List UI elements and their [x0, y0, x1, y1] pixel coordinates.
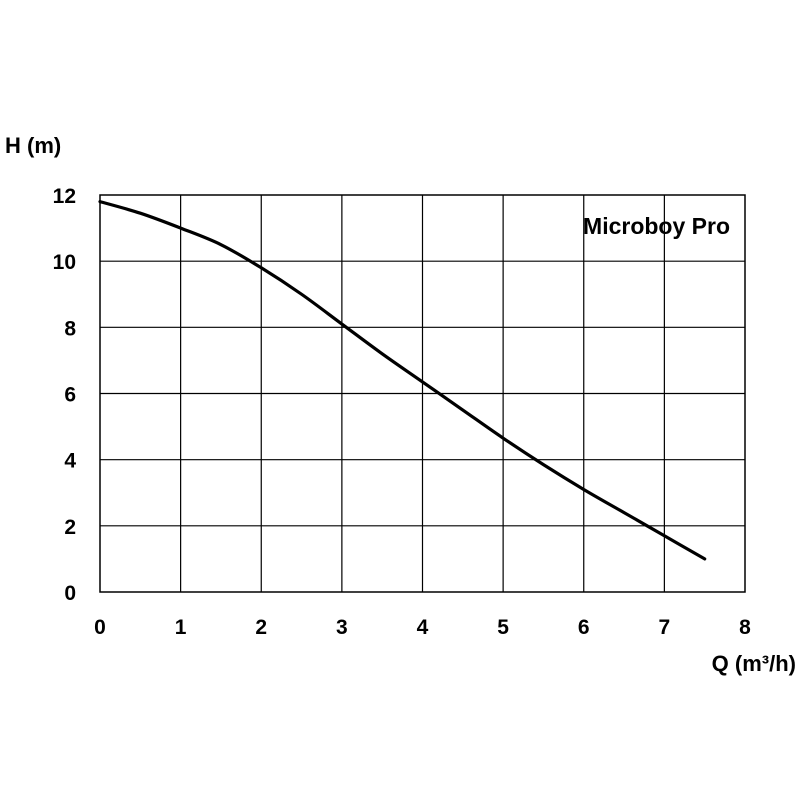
x-tick-label-7: 7 [659, 616, 671, 639]
series-annotation: Microboy Pro [583, 213, 730, 239]
x-tick-label-3: 3 [336, 616, 348, 639]
y-tick-label-4: 4 [64, 450, 76, 473]
plot-frame [99, 194, 746, 593]
series-line-0 [98, 200, 707, 561]
y-tick-label-10: 10 [53, 251, 76, 274]
x-tick-labels: 0 1 2 3 4 5 6 7 8 [94, 616, 751, 639]
x-axis-title: Q (m³/h) [712, 651, 796, 676]
x-tick-label-8: 8 [739, 616, 751, 639]
grid [100, 195, 745, 592]
x-tick-label-5: 5 [497, 616, 509, 639]
plot-border [99, 194, 746, 593]
y-axis-title: H (m) [5, 133, 61, 158]
x-tick-label-6: 6 [578, 616, 590, 639]
x-tick-label-2: 2 [255, 616, 267, 639]
x-tick-label-0: 0 [94, 616, 106, 639]
y-tick-labels: 0 2 4 6 8 10 12 [53, 185, 77, 605]
series-layer [98, 200, 707, 561]
x-tick-label-1: 1 [175, 616, 187, 639]
y-tick-label-8: 8 [64, 317, 76, 340]
y-tick-label-2: 2 [64, 516, 76, 539]
y-tick-label-6: 6 [64, 384, 76, 407]
y-tick-label-12: 12 [53, 185, 76, 208]
x-tick-label-4: 4 [417, 616, 429, 639]
y-tick-label-0: 0 [64, 582, 76, 605]
